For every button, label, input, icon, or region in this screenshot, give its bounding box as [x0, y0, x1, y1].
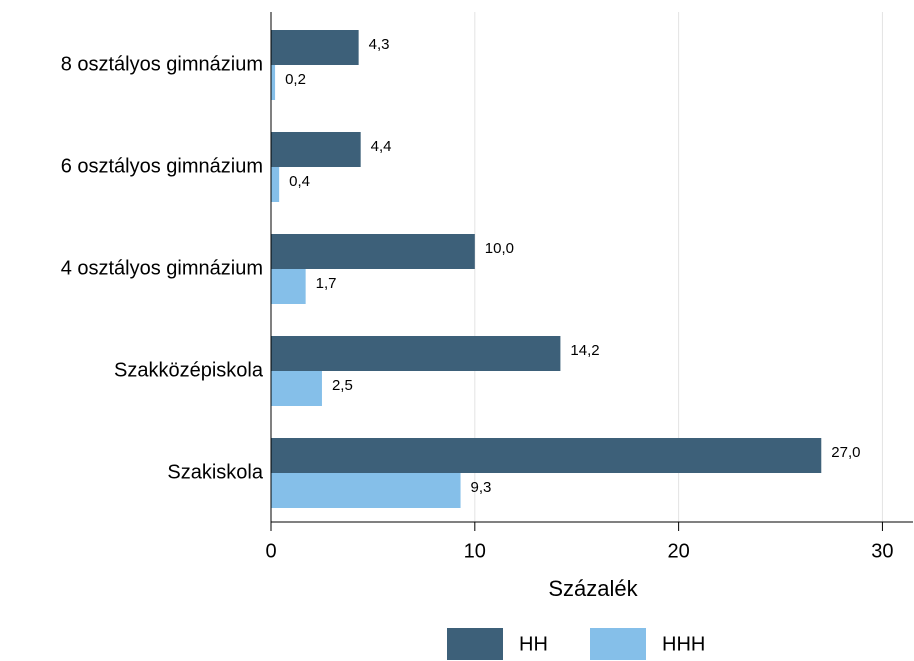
- value-label: 1,7: [316, 275, 337, 292]
- y-tick-label: 6 osztályos gimnázium: [61, 155, 263, 177]
- legend-swatch: [590, 628, 646, 660]
- bar: [271, 438, 822, 473]
- legend-label: HHH: [662, 633, 705, 655]
- y-tick-label: Szakiskola: [167, 461, 263, 483]
- legend-label: HH: [519, 633, 548, 655]
- y-tick-label: 8 osztályos gimnázium: [61, 53, 263, 75]
- x-axis-label: Százalék: [548, 576, 638, 601]
- bar: [271, 473, 461, 508]
- value-label: 4,3: [369, 36, 390, 53]
- value-label: 14,2: [570, 342, 599, 359]
- bar: [271, 269, 306, 304]
- bar: [271, 167, 280, 202]
- bar: [271, 65, 276, 100]
- bar: [271, 371, 322, 406]
- x-tick-label: 20: [667, 540, 689, 562]
- value-label: 10,0: [485, 240, 514, 257]
- value-label: 4,4: [371, 138, 392, 155]
- value-label: 2,5: [332, 377, 353, 394]
- x-tick-label: 30: [871, 540, 893, 562]
- legend-swatch: [447, 628, 503, 660]
- x-tick-label: 0: [265, 540, 276, 562]
- bar: [271, 234, 475, 269]
- value-label: 0,2: [285, 71, 306, 88]
- value-label: 27,0: [831, 444, 860, 461]
- bar: [271, 336, 561, 371]
- x-tick-label: 10: [464, 540, 486, 562]
- y-tick-label: Szakközépiskola: [114, 359, 264, 381]
- bar: [271, 132, 361, 167]
- bar: [271, 30, 359, 65]
- value-label: 0,4: [289, 173, 310, 190]
- y-tick-label: 4 osztályos gimnázium: [61, 257, 263, 279]
- value-label: 9,3: [471, 479, 492, 496]
